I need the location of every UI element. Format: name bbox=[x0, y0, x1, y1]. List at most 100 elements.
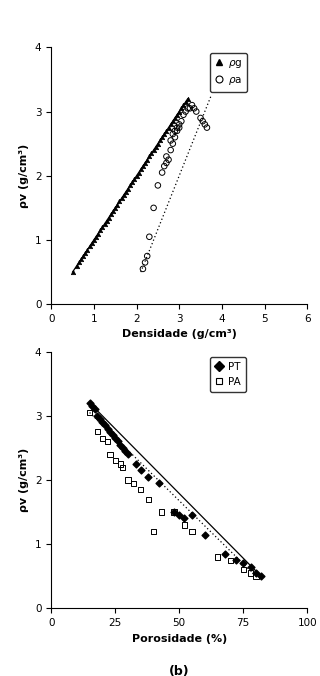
Point bbox=[95, 410, 100, 421]
Point bbox=[100, 433, 105, 443]
Point bbox=[131, 478, 136, 489]
Point bbox=[248, 561, 253, 572]
Point bbox=[85, 244, 90, 255]
Point bbox=[151, 203, 156, 214]
Point bbox=[140, 264, 146, 274]
Point bbox=[96, 228, 101, 239]
Point bbox=[177, 106, 182, 117]
Point bbox=[89, 238, 94, 249]
Point bbox=[81, 251, 86, 262]
Point bbox=[200, 116, 205, 126]
Point bbox=[95, 427, 100, 437]
Point bbox=[182, 513, 187, 524]
Point bbox=[151, 145, 156, 155]
Point bbox=[202, 119, 207, 130]
Point bbox=[100, 222, 105, 233]
Point bbox=[105, 423, 110, 434]
Point bbox=[100, 416, 105, 428]
Point bbox=[181, 99, 186, 110]
Point bbox=[102, 218, 107, 229]
Point bbox=[157, 135, 163, 146]
Point bbox=[147, 151, 152, 162]
Point bbox=[146, 493, 151, 504]
Point bbox=[123, 445, 128, 456]
Point bbox=[105, 436, 110, 447]
Point bbox=[177, 510, 182, 521]
Point bbox=[189, 99, 195, 110]
Point bbox=[177, 122, 182, 133]
Point bbox=[241, 558, 246, 569]
Point bbox=[153, 141, 158, 152]
Point bbox=[181, 110, 186, 120]
Point bbox=[87, 241, 92, 252]
Legend: $\rho$g, $\rho$a: $\rho$g, $\rho$a bbox=[210, 53, 247, 92]
Point bbox=[174, 110, 180, 120]
Point bbox=[164, 125, 169, 136]
Point bbox=[172, 132, 178, 143]
Y-axis label: ρv (g/cm³): ρv (g/cm³) bbox=[19, 143, 29, 208]
Point bbox=[192, 103, 197, 114]
Point bbox=[187, 103, 192, 114]
Point bbox=[183, 97, 188, 107]
Point bbox=[132, 174, 137, 185]
Point bbox=[70, 266, 75, 277]
Point bbox=[182, 519, 187, 530]
Point bbox=[172, 507, 177, 518]
Point bbox=[160, 132, 165, 143]
Point bbox=[125, 449, 131, 460]
Point bbox=[113, 433, 118, 443]
Point bbox=[198, 112, 203, 123]
Point bbox=[110, 430, 115, 441]
Point bbox=[102, 420, 108, 431]
Point bbox=[118, 439, 123, 450]
Point bbox=[146, 471, 151, 482]
Point bbox=[166, 154, 171, 165]
Point bbox=[194, 106, 199, 117]
Point bbox=[104, 215, 109, 226]
Point bbox=[189, 510, 195, 521]
Point bbox=[92, 404, 97, 415]
Point bbox=[223, 548, 228, 559]
Point bbox=[125, 183, 131, 194]
Point bbox=[113, 456, 118, 466]
Point bbox=[215, 552, 220, 562]
Point bbox=[76, 257, 82, 268]
Point bbox=[108, 427, 113, 437]
Point bbox=[170, 116, 175, 126]
Point bbox=[204, 122, 210, 133]
Point bbox=[119, 193, 124, 203]
Point bbox=[125, 475, 131, 485]
Point bbox=[166, 122, 171, 133]
Point bbox=[97, 414, 102, 425]
Point bbox=[164, 158, 169, 168]
Point bbox=[155, 180, 160, 191]
Point bbox=[170, 128, 175, 139]
Point bbox=[98, 225, 103, 236]
Point bbox=[138, 164, 143, 174]
Point bbox=[108, 449, 113, 460]
Point bbox=[108, 209, 114, 220]
Point bbox=[168, 135, 173, 146]
Point bbox=[87, 407, 92, 418]
Point bbox=[156, 478, 161, 489]
Point bbox=[253, 568, 259, 579]
Point bbox=[74, 260, 79, 271]
Point bbox=[170, 139, 175, 149]
Point bbox=[149, 148, 154, 159]
Point bbox=[162, 161, 167, 172]
Point bbox=[172, 112, 178, 123]
Point bbox=[117, 196, 122, 207]
Point bbox=[151, 526, 156, 537]
X-axis label: Densidade (g/cm³): Densidade (g/cm³) bbox=[122, 329, 236, 339]
Point bbox=[185, 93, 190, 104]
Point bbox=[106, 212, 111, 223]
Point bbox=[183, 106, 188, 117]
Point bbox=[241, 564, 246, 575]
Point bbox=[78, 254, 84, 264]
Point bbox=[83, 247, 88, 258]
Point bbox=[164, 151, 169, 162]
Point bbox=[134, 170, 139, 181]
Point bbox=[138, 465, 143, 476]
Text: (a): (a) bbox=[169, 361, 189, 374]
Point bbox=[91, 235, 96, 245]
